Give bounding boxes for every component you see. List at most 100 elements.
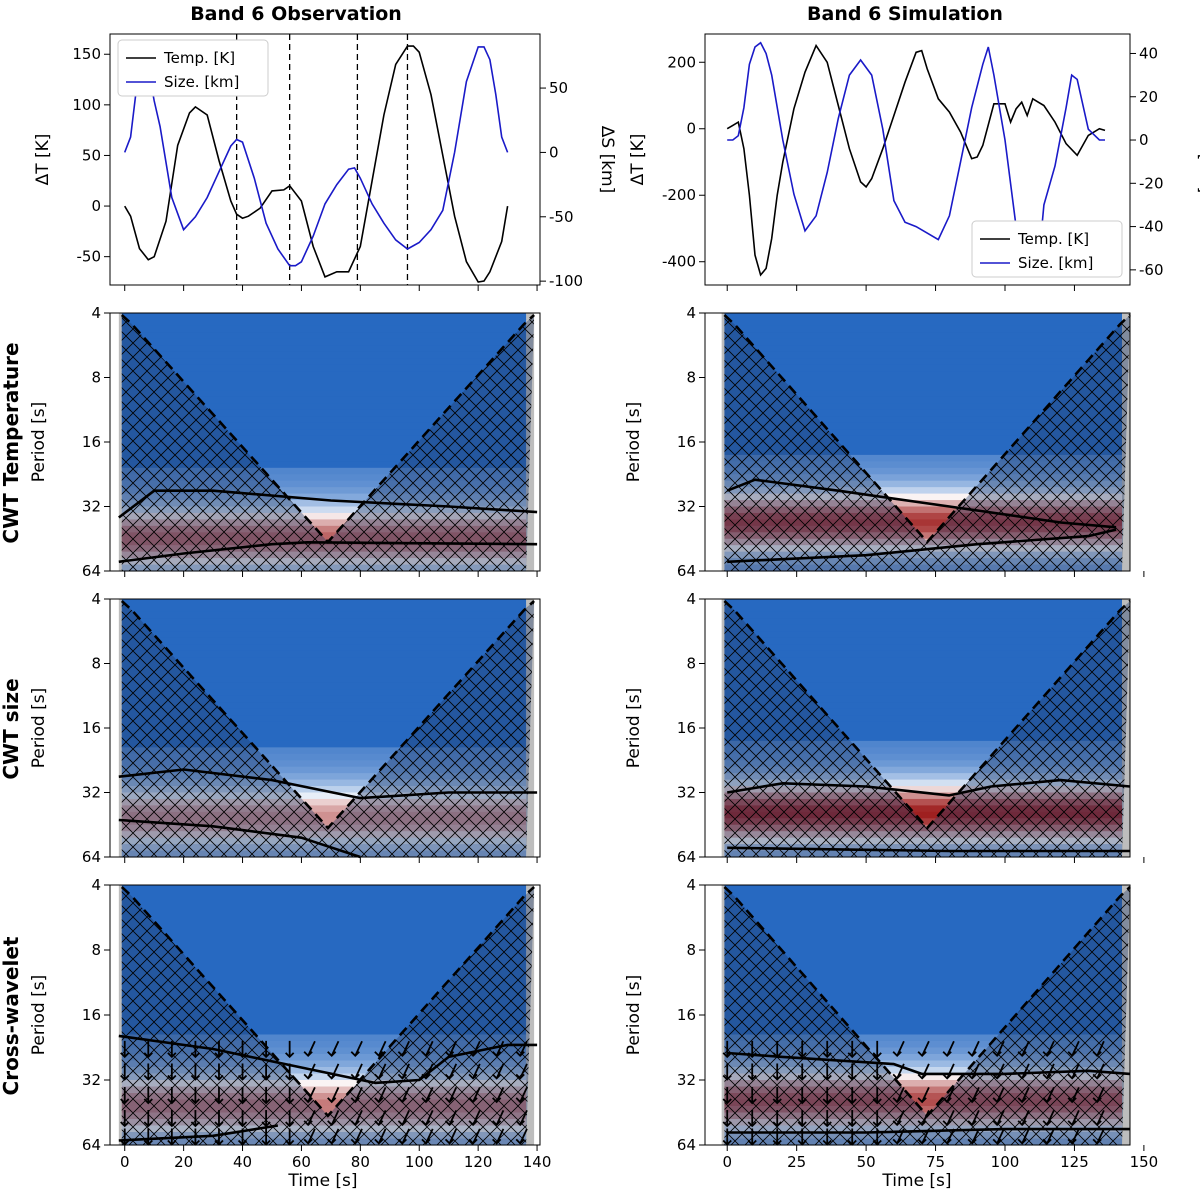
- phase-arrow-head: [492, 1120, 502, 1127]
- power-band: [121, 982, 527, 990]
- power-band: [724, 371, 1122, 379]
- phase-arrow-head: [772, 1074, 782, 1081]
- phase-arrow-head: [722, 1098, 732, 1105]
- y-tick-label: -50: [77, 248, 102, 266]
- phase-arrow-head: [822, 1139, 832, 1146]
- power-band: [121, 624, 527, 632]
- phase-arrow: [472, 1128, 481, 1144]
- series-temperature: [124, 45, 509, 283]
- significance-contour-lower: [727, 528, 1117, 564]
- phase-arrow: [946, 1110, 955, 1126]
- phase-arrow: [896, 1128, 905, 1144]
- power-band: [121, 885, 527, 893]
- y2-tick-label: -40: [1139, 218, 1164, 236]
- phase-arrow-head: [237, 1121, 248, 1128]
- phase-arrow: [1021, 1040, 1030, 1057]
- phase-arrow: [495, 1063, 505, 1079]
- power-band: [724, 487, 1122, 495]
- phase-arrow-head: [1042, 1097, 1052, 1104]
- phase-arrow: [1096, 1110, 1105, 1126]
- phase-arrow-head: [261, 1139, 271, 1146]
- phase-arrow: [519, 1063, 528, 1079]
- phase-arrow-head: [143, 1074, 153, 1081]
- power-band: [121, 396, 527, 404]
- power-band: [724, 811, 1122, 819]
- phase-arrow-head: [350, 1097, 360, 1104]
- phase-arrow: [495, 1110, 505, 1126]
- phase-arrow: [448, 1128, 458, 1144]
- phase-arrow: [307, 1128, 316, 1144]
- power-band: [121, 618, 527, 626]
- y-tick-label: 4: [91, 590, 101, 608]
- phase-arrow: [921, 1110, 930, 1126]
- power-band: [121, 1073, 527, 1081]
- y-tick-label: 32: [82, 498, 101, 516]
- phase-arrow: [519, 1040, 528, 1057]
- xlabel-simulation: Time [s]: [881, 1171, 951, 1191]
- y-tick-label: 4: [91, 876, 101, 894]
- x-tick-label: 0: [722, 1153, 732, 1171]
- phase-arrow-head: [872, 1074, 882, 1081]
- sim_cwt_size-panel: 4 8 16 32 64 Period [s]: [624, 590, 1145, 866]
- power-band: [121, 611, 527, 619]
- power-band: [121, 319, 527, 327]
- phase-arrow: [425, 1128, 434, 1144]
- coi-boundary: [120, 886, 535, 1118]
- phase-arrow-head: [190, 1074, 201, 1081]
- power-band: [121, 325, 527, 333]
- phase-arrow-head: [917, 1051, 927, 1058]
- phase-arrow: [519, 1110, 528, 1126]
- phase-arrow-head: [1092, 1073, 1102, 1080]
- power-band: [724, 976, 1122, 984]
- x-tick-label: 40: [233, 1153, 252, 1171]
- phase-arrow: [330, 1040, 340, 1057]
- phase-arrow-head: [397, 1120, 408, 1127]
- y-tick-label: 16: [82, 433, 101, 451]
- power-band: [724, 474, 1122, 482]
- x-tick-label: 60: [292, 1153, 311, 1171]
- power-band: [724, 702, 1122, 710]
- power-band: [121, 963, 527, 971]
- sim_cross_wavelet-panel: 4 8 16 32 64 0 25 50 75 100 125 150 Period [s]: [624, 876, 1158, 1171]
- phase-arrow-head: [847, 1139, 857, 1146]
- phase-arrow-head: [942, 1120, 952, 1127]
- phase-arrow-head: [167, 1052, 177, 1059]
- significance-contour-upper: [726, 778, 1131, 797]
- phase-arrow: [307, 1110, 316, 1126]
- obs_cross_wavelet-ylabel: Period [s]: [29, 975, 49, 1056]
- sim_cross_wavelet-ylabel: Period [s]: [624, 975, 644, 1056]
- phase-arrow-head: [261, 1098, 271, 1105]
- sim_timeseries-ylabel: ΔT [K]: [628, 134, 648, 186]
- phase-arrow-head: [143, 1139, 153, 1146]
- coi-hatch: [121, 315, 535, 571]
- obs_timeseries-ylabel: ΔT [K]: [33, 134, 53, 186]
- phase-arrow-head: [747, 1052, 757, 1059]
- phase-arrow: [472, 1110, 481, 1126]
- phase-arrow: [896, 1063, 905, 1079]
- power-band: [121, 924, 527, 932]
- phase-arrow: [307, 1087, 316, 1103]
- power-band: [724, 1008, 1122, 1016]
- obs_timeseries-legend: Temp. [K] Size. [km]: [117, 39, 269, 97]
- phase-arrow: [354, 1128, 363, 1144]
- phase-arrow: [425, 1040, 434, 1057]
- phase-arrow: [472, 1040, 481, 1057]
- phase-arrow-head: [120, 1139, 130, 1146]
- y2-tick-label: -100: [549, 272, 583, 290]
- phase-arrow: [1096, 1063, 1105, 1079]
- power-band: [724, 805, 1122, 813]
- phase-arrow-head: [468, 1073, 478, 1080]
- power-band: [121, 930, 527, 938]
- phase-arrow-head: [515, 1051, 525, 1058]
- power-band: [724, 605, 1122, 613]
- phase-arrow-head: [444, 1051, 455, 1058]
- power-band: [724, 669, 1122, 677]
- phase-arrow: [1096, 1040, 1105, 1057]
- power-band: [121, 1028, 527, 1036]
- phase-arrow: [996, 1063, 1005, 1079]
- power-band: [724, 1067, 1122, 1075]
- phase-arrow-head: [942, 1138, 952, 1145]
- power-band: [121, 454, 527, 462]
- power-band: [121, 760, 527, 768]
- power-band: [724, 956, 1122, 964]
